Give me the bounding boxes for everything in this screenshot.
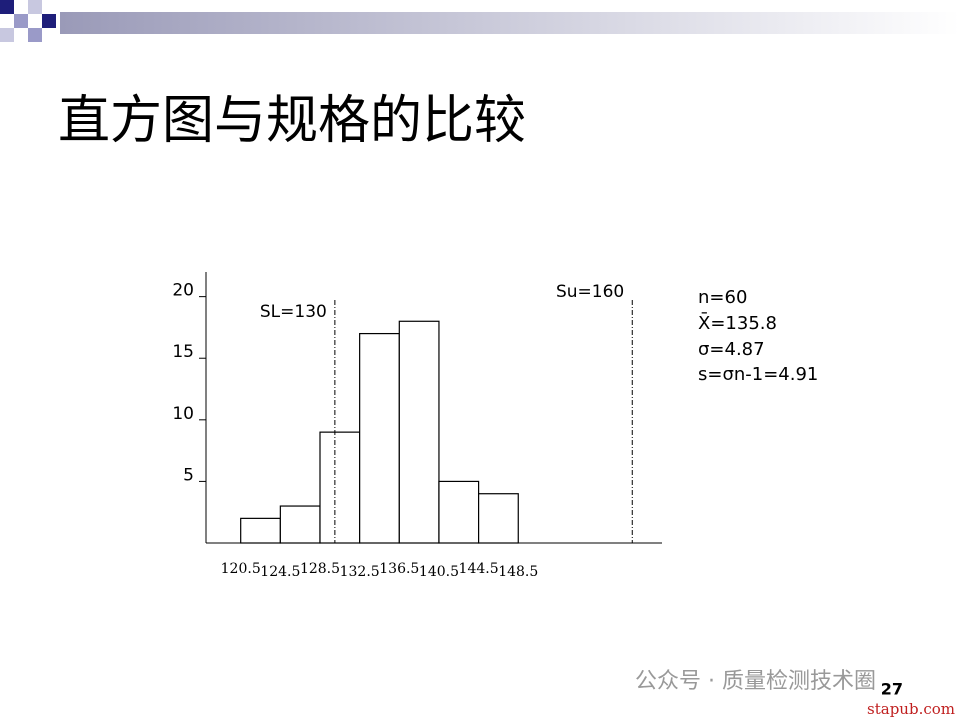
x-tick-label: 120.5 <box>221 561 261 577</box>
y-tick-label: 15 <box>172 342 194 362</box>
bar <box>240 517 281 544</box>
deco <box>0 0 14 14</box>
spec-label: Su=160 <box>556 282 624 302</box>
stat: σ=4.87 <box>698 339 765 360</box>
stat: n=60 <box>698 287 747 308</box>
deco <box>14 14 28 28</box>
spec-label: SL=130 <box>260 302 327 322</box>
x-tick-label: 144.5 <box>459 561 499 577</box>
bar <box>438 480 480 544</box>
x-tick-label: 136.5 <box>379 561 419 577</box>
deco <box>28 28 42 42</box>
source: stapub.com <box>867 700 955 718</box>
deco <box>42 14 56 28</box>
stat: s=σn-1=4.91 <box>698 364 818 385</box>
header-bar <box>60 12 960 34</box>
watermark: 公众号 · 质量检测技术圈 <box>635 669 876 694</box>
stat: X̄=135.8 <box>698 312 777 334</box>
bar <box>279 505 321 544</box>
x-tick-label: 132.5 <box>340 564 380 580</box>
title: 直方图与规格的比较 <box>58 91 526 151</box>
y-tick-label: 20 <box>172 281 194 301</box>
y-tick-label: 10 <box>172 404 194 424</box>
x-tick-label: 140.5 <box>419 564 459 580</box>
bar <box>478 493 519 544</box>
deco <box>0 28 14 42</box>
page-number: 27 <box>881 680 903 699</box>
bar <box>359 332 400 544</box>
bar <box>398 320 440 544</box>
bar <box>319 431 361 544</box>
x-tick-label: 148.5 <box>498 564 538 580</box>
y-tick-label: 5 <box>183 465 194 485</box>
deco <box>28 0 42 14</box>
x-tick-label: 128.5 <box>300 561 340 577</box>
x-tick-label: 124.5 <box>260 564 300 580</box>
